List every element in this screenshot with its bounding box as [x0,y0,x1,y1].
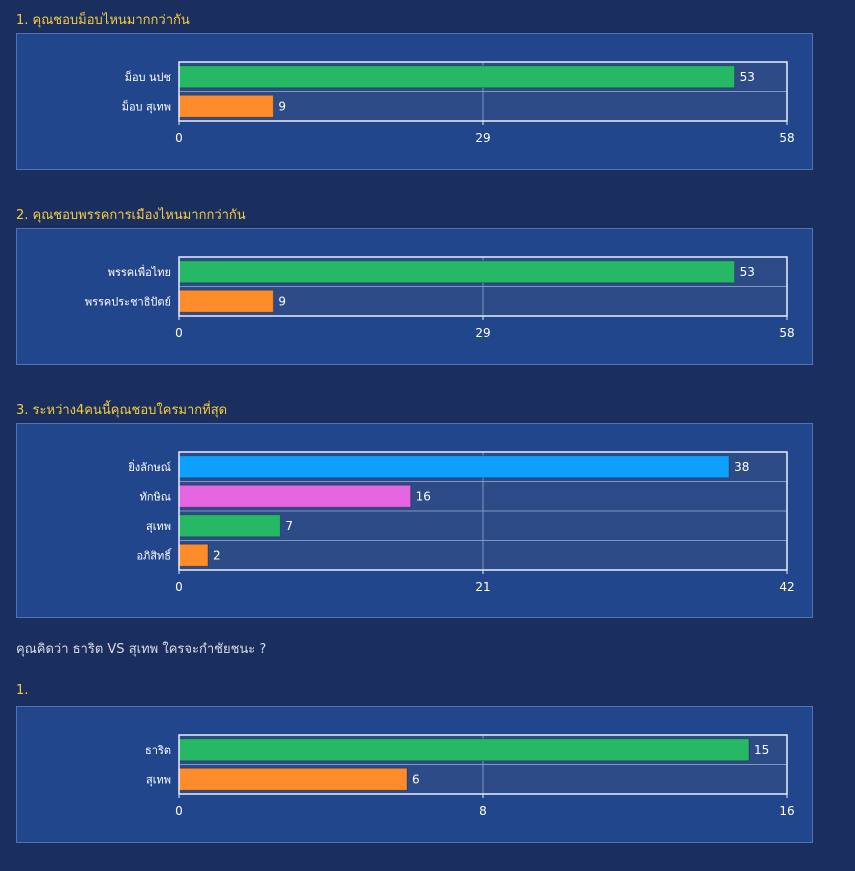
data-label: 53 [740,265,755,279]
tick-label: 8 [479,804,487,818]
data-label: 16 [416,489,431,503]
category-label: พรรคประชาธิปัตย์ [85,295,171,308]
tick-label: 29 [475,326,490,340]
bar-chart-1: ม็อบ นปช 53 ม็อบ สุเทพ 9 0 29 58 [122,61,795,145]
category-label: สุเทพ [146,773,171,786]
section-heading: คุณคิดว่า ธาริต VS สุเทพ ใครจะกำชัยชนะ ? [16,642,267,657]
bar [178,260,736,284]
data-label: 15 [754,743,769,757]
data-label: 9 [278,294,286,308]
category-label: ทักษิณ [140,490,171,503]
tick-label: 0 [175,326,183,340]
tick-label: 58 [779,131,794,145]
bar-chart-4: ธาริต 15 สุเทพ 6 0 8 16 [145,734,795,818]
data-label: 7 [285,519,293,533]
category-label: พรรคเพื่อไทย [108,264,171,279]
question-4-title: 1. [16,683,29,698]
bar [178,94,274,118]
tick-label: 0 [175,580,183,594]
chart-panel-4: ธาริต 15 สุเทพ 6 0 8 16 [16,706,813,843]
bar [178,65,736,89]
category-label: อภิสิทธิ์ [136,547,172,562]
bar [178,455,730,479]
bar [178,767,408,791]
chart-panel-2: พรรคเพื่อไทย 53 พรรคประชาธิปัตย์ 9 0 29 58 [16,228,813,365]
tick-label: 29 [475,131,490,145]
category-label: ม็อบ สุเทพ [122,99,171,113]
tick-label: 21 [475,580,490,594]
data-label: 2 [213,548,221,562]
tick-label: 16 [779,804,794,818]
question-2-title: 2. คุณชอบพรรคการเมืองไหนมากกว่ากัน [16,208,246,223]
bar-chart-2: พรรคเพื่อไทย 53 พรรคประชาธิปัตย์ 9 0 29 58 [85,256,795,340]
chart-panel-3: ยิ่งลักษณ์ 38 ทักษิณ 16 สุเทพ 7 อภิสิทธิ์ 2 0 21 4… [16,423,813,618]
tick-label: 0 [175,131,183,145]
bar [178,484,412,508]
bar [178,289,274,313]
data-label: 53 [740,70,755,84]
bar [178,543,209,567]
category-label: ธาริต [145,744,171,757]
tick-label: 58 [779,326,794,340]
category-label: ยิ่งลักษณ์ [128,459,171,474]
data-label: 6 [412,772,420,786]
data-label: 9 [278,99,286,113]
chart-panel-1: ม็อบ นปช 53 ม็อบ สุเทพ 9 0 29 58 [16,33,813,170]
bar [178,738,750,762]
category-label: ม็อบ นปช [125,70,171,84]
question-3-title: 3. ระหว่าง4คนนี้คุณชอบใครมากที่สุด [16,403,228,418]
category-label: สุเทพ [146,520,171,533]
tick-label: 0 [175,804,183,818]
bar [178,514,281,538]
data-label: 38 [734,460,749,474]
tick-label: 42 [779,580,794,594]
question-1-title: 1. คุณชอบม็อบไหนมากกว่ากัน [16,13,190,28]
bar-chart-3: ยิ่งลักษณ์ 38 ทักษิณ 16 สุเทพ 7 อภิสิทธิ์ 2 0 21 4… [128,451,795,594]
